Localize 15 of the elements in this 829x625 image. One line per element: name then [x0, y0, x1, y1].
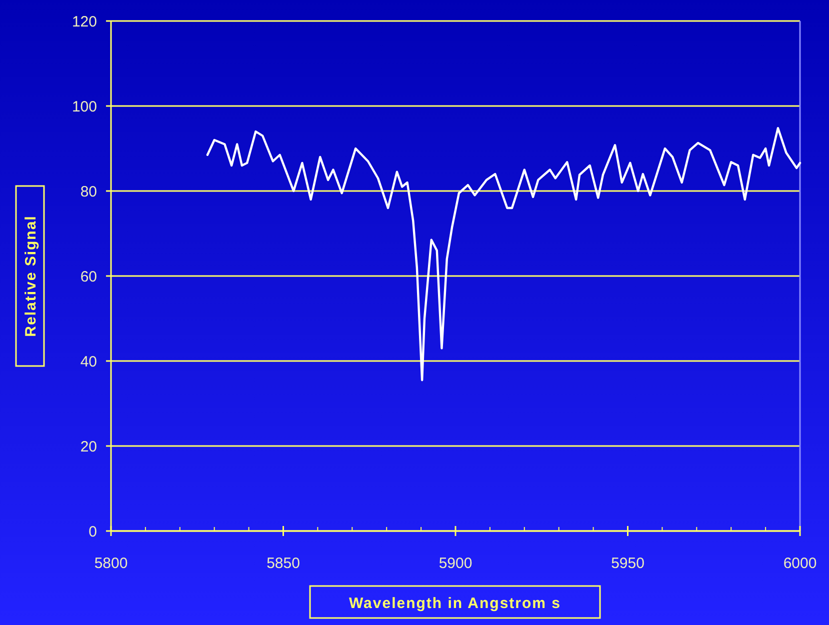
x-tick-label: 6000: [783, 555, 817, 572]
y-axis-title: Relative Signal: [22, 215, 40, 337]
x-tick-label: 5900: [438, 555, 472, 572]
line-series: [206, 127, 802, 382]
y-tick-label: 40: [80, 353, 97, 370]
y-tick-label: 60: [80, 268, 97, 286]
y-tick-label: 100: [72, 98, 97, 116]
x-tick-label: 5800: [94, 555, 128, 572]
y-tick-label: 20: [80, 438, 97, 456]
y-tick-label: 0: [88, 523, 97, 540]
y-tick-label: 120: [72, 13, 97, 30]
x-tick-label: 5950: [611, 555, 644, 572]
x-axis-title: Wavelength in Angstrom s: [348, 595, 562, 612]
y-tick-label: 80: [80, 183, 97, 200]
x-tick-label: 5850: [266, 555, 300, 572]
